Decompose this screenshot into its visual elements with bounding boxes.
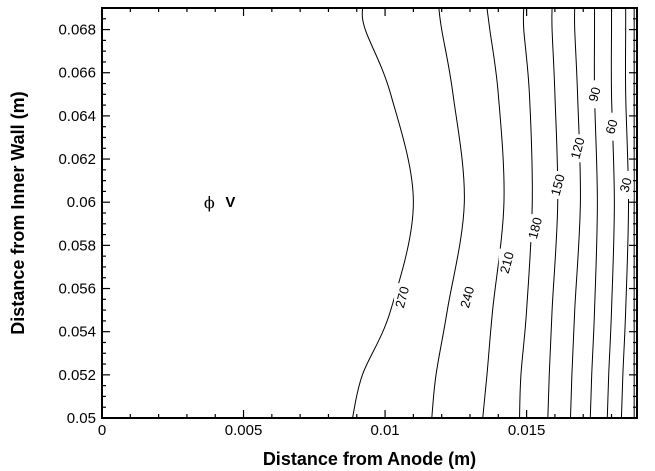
x-tick-label: 0	[98, 422, 106, 439]
x-tick-label: 0.015	[508, 422, 546, 439]
x-tick-label: 0.005	[225, 422, 263, 439]
contour-label-bg-210	[498, 248, 515, 277]
contour-line-120	[589, 8, 598, 419]
contour-line-90	[606, 8, 615, 419]
contour-line-150	[569, 7, 581, 419]
y-tick-label: 0.06	[67, 194, 96, 211]
plot-frame	[101, 7, 638, 419]
contour-label-30: 30	[617, 176, 635, 194]
y-tick-label: 0.056	[58, 281, 96, 298]
x-tick-label: 0.01	[370, 422, 399, 439]
y-tick-label: 0.05	[67, 410, 96, 427]
contour-line-300	[352, 7, 414, 419]
y-tick-label: 0.058	[58, 237, 96, 254]
contour-label-90: 90	[585, 85, 603, 103]
contour-label-240: 240	[457, 285, 477, 310]
contour-label-bg-240	[459, 283, 476, 312]
contour-label-270: 270	[392, 285, 412, 310]
contour-label-150: 150	[548, 173, 568, 198]
contour-label-120: 120	[568, 136, 588, 161]
contour-line-180	[547, 7, 559, 419]
y-tick-label: 0.068	[58, 22, 96, 39]
contour-label-60: 60	[602, 118, 620, 136]
y-tick-label: 0.066	[58, 65, 96, 82]
phi-symbol: ϕ	[204, 193, 215, 212]
contour-label-180: 180	[525, 216, 545, 241]
y-axis-label: Distance from Inner Wall (m)	[8, 91, 28, 334]
contour-label-bg-60	[603, 112, 620, 141]
y-tick-label: 0.064	[58, 108, 96, 125]
contour-label-bg-150	[549, 170, 566, 199]
contour-line-240	[482, 7, 505, 419]
contour-lines	[352, 7, 635, 419]
y-tick-label: 0.062	[58, 151, 96, 168]
contour-label-210: 210	[497, 250, 517, 275]
contour-label-bg-90	[586, 80, 603, 109]
contour-label-bg-30	[617, 170, 634, 199]
annotation-v-label: V	[225, 194, 235, 211]
x-axis-label: Distance from Anode (m)	[263, 449, 476, 469]
axis-ticks: 0 0.005 0.01 0.015 0.05 0.052 0.054 0.056 0.058 0…	[58, 7, 637, 439]
contour-label-bg-120	[569, 134, 586, 163]
contour-line-60	[620, 8, 630, 419]
contour-line-210	[519, 7, 533, 419]
y-tick-label: 0.052	[58, 367, 96, 384]
contour-line-270	[431, 7, 465, 419]
y-tick-label: 0.054	[58, 324, 96, 341]
contour-label-bg-180	[527, 214, 544, 243]
contour-label-bg-270	[394, 283, 411, 312]
